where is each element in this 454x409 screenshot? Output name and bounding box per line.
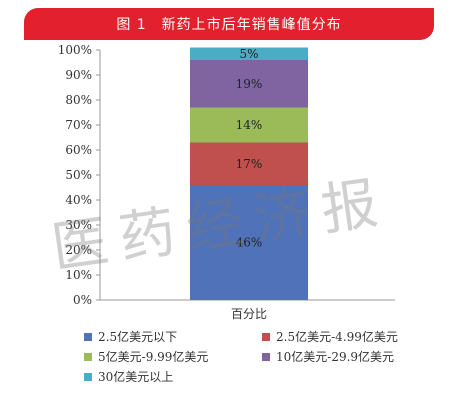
legend-swatch <box>84 333 92 341</box>
y-tick-label: 20% <box>65 243 92 257</box>
legend-item: 30亿美元以上 <box>84 368 173 385</box>
bar-segment-2 <box>190 142 308 185</box>
legend-item: 10亿美元-29.9亿美元 <box>262 348 394 365</box>
legend-item: 2.5亿美元以下 <box>84 328 177 345</box>
legend-label: 2.5亿美元以下 <box>98 330 178 344</box>
legend-swatch <box>84 353 92 361</box>
legend-swatch <box>262 353 270 361</box>
title-banner: 图 1 新药上市后年销售峰值分布 <box>24 8 434 40</box>
data-label-2: 17% <box>236 157 263 171</box>
y-tick-label: 90% <box>65 68 92 82</box>
y-tick-label: 60% <box>65 143 92 157</box>
y-tick-label: 80% <box>65 93 92 107</box>
y-tick-label: 50% <box>65 168 92 182</box>
y-tick-label: 0% <box>73 293 92 307</box>
bar-segment-3 <box>190 107 308 143</box>
legend-label: 10亿美元-29.9亿美元 <box>276 350 395 364</box>
legend-swatch <box>84 373 92 381</box>
legend-label: 30亿美元以上 <box>98 370 174 384</box>
y-tick-label: 30% <box>65 218 92 232</box>
bar-segment-5 <box>190 47 308 60</box>
legend-label: 2.5亿美元-4.99亿美元 <box>276 330 398 344</box>
legend-label: 5亿美元-9.99亿美元 <box>98 350 209 364</box>
legend-item: 5亿美元-9.99亿美元 <box>84 348 208 365</box>
data-label-4: 19% <box>236 77 263 91</box>
bar-segment-1 <box>190 185 308 300</box>
y-tick-label: 10% <box>65 268 92 282</box>
data-label-1: 46% <box>236 236 263 250</box>
y-tick-label: 70% <box>65 118 92 132</box>
chart-title: 图 1 新药上市后年销售峰值分布 <box>116 17 342 33</box>
data-label-5: 5% <box>239 47 258 61</box>
y-tick-label: 100% <box>58 43 92 57</box>
bar-segment-4 <box>190 60 308 108</box>
y-tick-label: 40% <box>65 193 92 207</box>
x-category-label: 百分比 <box>231 307 267 321</box>
legend-item: 2.5亿美元-4.99亿美元 <box>262 328 398 345</box>
legend-swatch <box>262 333 270 341</box>
data-label-3: 14% <box>236 118 263 132</box>
